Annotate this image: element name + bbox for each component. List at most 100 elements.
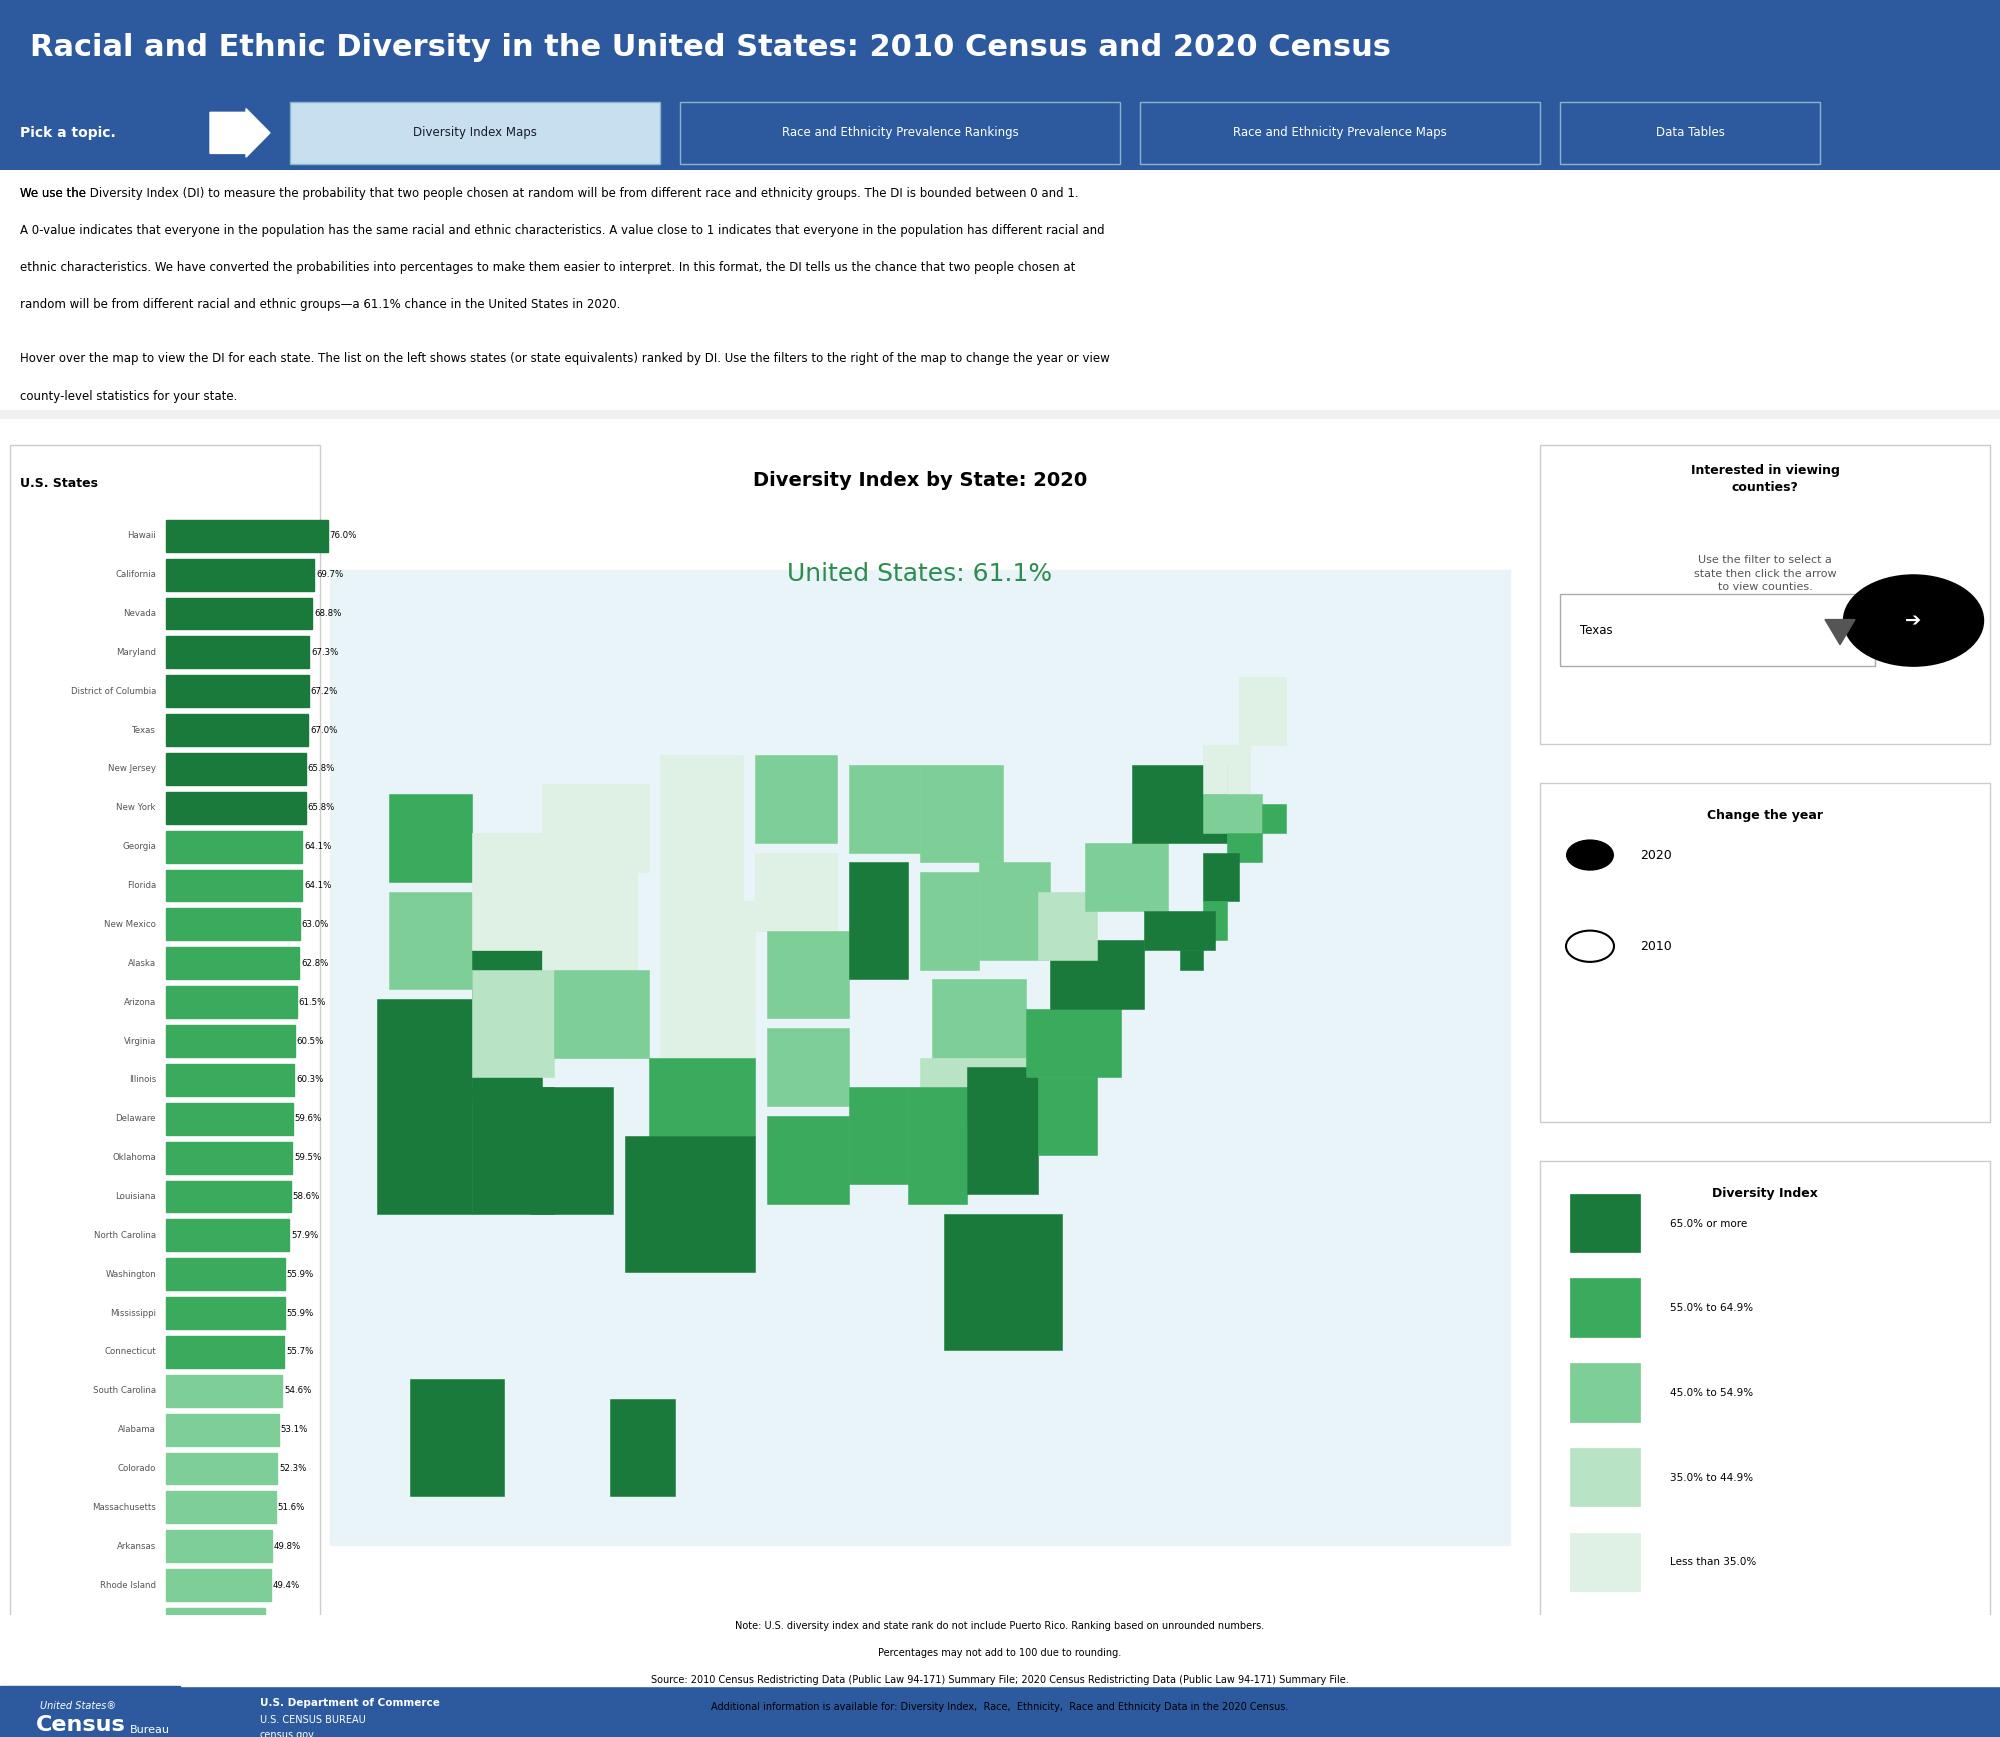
Bar: [660, 756, 744, 823]
Text: Arkansas: Arkansas: [116, 1542, 156, 1551]
Bar: [1204, 902, 1226, 940]
Bar: [1144, 912, 1214, 950]
FancyBboxPatch shape: [10, 445, 320, 1695]
Text: 54.6%: 54.6%: [284, 1386, 312, 1395]
Text: county-level statistics for your state.: county-level statistics for your state.: [20, 389, 238, 403]
Text: Diversity Index by State: 2020: Diversity Index by State: 2020: [752, 471, 1088, 490]
Bar: [1086, 842, 1168, 912]
Bar: [648, 1058, 754, 1136]
Bar: [766, 931, 850, 1018]
Text: Census: Census: [36, 1714, 126, 1735]
Text: 65.0% or more: 65.0% or more: [1670, 1219, 1748, 1228]
Text: 45.0% to 54.9%: 45.0% to 54.9%: [1670, 1388, 1754, 1398]
Bar: [1038, 891, 1096, 961]
Text: 46.6%: 46.6%: [268, 1619, 294, 1629]
Text: 61.5%: 61.5%: [298, 997, 326, 1007]
Text: 68.8%: 68.8%: [314, 610, 342, 618]
Bar: [542, 872, 636, 969]
Bar: [0, 1687, 2000, 1737]
Text: District of Columbia: District of Columbia: [70, 686, 156, 697]
Bar: [166, 754, 306, 785]
Bar: [1570, 1193, 1640, 1252]
Bar: [166, 1181, 290, 1212]
Text: census.gov: census.gov: [260, 1730, 314, 1737]
Bar: [1204, 853, 1238, 902]
Text: 35.0% to 44.9%: 35.0% to 44.9%: [1670, 1473, 1754, 1483]
Bar: [908, 1087, 968, 1204]
Bar: [166, 908, 300, 940]
Bar: [166, 714, 308, 745]
Bar: [166, 947, 300, 980]
Text: Less than 35.0%: Less than 35.0%: [1670, 1558, 1756, 1567]
Text: 55.0% to 64.9%: 55.0% to 64.9%: [1670, 1303, 1754, 1313]
Bar: [610, 1398, 674, 1497]
Bar: [166, 676, 308, 707]
Bar: [920, 764, 1002, 862]
Text: Pick a topic.: Pick a topic.: [20, 125, 116, 141]
Bar: [166, 1608, 266, 1640]
Text: We use the Diversity Index (DI) to measure the probability that two people chose: We use the Diversity Index (DI) to measu…: [20, 188, 1078, 200]
Text: 49.8%: 49.8%: [274, 1542, 302, 1551]
Bar: [166, 1376, 282, 1407]
Text: Data Tables: Data Tables: [1656, 127, 1724, 139]
Text: Race and Ethnicity Prevalence Rankings: Race and Ethnicity Prevalence Rankings: [782, 127, 1018, 139]
Text: Diversity Index Maps: Diversity Index Maps: [414, 127, 536, 139]
Text: 60.5%: 60.5%: [296, 1037, 324, 1046]
Bar: [388, 794, 472, 882]
Bar: [166, 1103, 292, 1134]
Text: 76.0%: 76.0%: [330, 532, 356, 540]
Bar: [388, 891, 472, 988]
Bar: [660, 980, 754, 1058]
Text: Oregon: Oregon: [124, 1659, 156, 1668]
Bar: [850, 862, 908, 980]
Bar: [166, 792, 306, 823]
Bar: [166, 598, 312, 629]
Bar: [932, 980, 1026, 1058]
FancyBboxPatch shape: [1540, 445, 1990, 745]
Bar: [0, 1687, 180, 1737]
Bar: [1038, 1077, 1096, 1155]
Bar: [1026, 1009, 1120, 1077]
FancyBboxPatch shape: [680, 101, 1120, 165]
Text: Virginia: Virginia: [124, 1037, 156, 1046]
Bar: [472, 950, 542, 1096]
Bar: [542, 785, 648, 872]
Text: Diversity Index: Diversity Index: [1712, 1188, 1818, 1200]
Bar: [1132, 764, 1226, 842]
Bar: [166, 1298, 284, 1329]
Text: 59.6%: 59.6%: [294, 1113, 322, 1124]
Text: 60.3%: 60.3%: [296, 1075, 324, 1084]
Text: Washington: Washington: [106, 1270, 156, 1278]
Text: Texas: Texas: [132, 726, 156, 735]
Text: 67.2%: 67.2%: [310, 686, 338, 697]
Text: Change the year: Change the year: [1708, 809, 1824, 822]
Text: United States: 61.1%: United States: 61.1%: [788, 563, 1052, 585]
Bar: [1204, 794, 1262, 834]
Text: 51.6%: 51.6%: [278, 1503, 306, 1511]
FancyArrow shape: [210, 109, 270, 156]
Text: 65.8%: 65.8%: [308, 764, 336, 773]
Bar: [660, 823, 744, 902]
Bar: [530, 1087, 614, 1214]
Polygon shape: [1824, 620, 1856, 644]
Text: Texas: Texas: [1580, 624, 1612, 637]
Circle shape: [1844, 575, 1984, 667]
Text: 2020: 2020: [1640, 849, 1672, 862]
Bar: [166, 559, 314, 591]
Text: 53.1%: 53.1%: [280, 1424, 308, 1435]
Text: Interested in viewing
counties?: Interested in viewing counties?: [1690, 464, 1840, 495]
Text: Florida: Florida: [126, 881, 156, 889]
Text: Percentages may not add to 100 due to rounding.: Percentages may not add to 100 due to ro…: [878, 1648, 1122, 1659]
Bar: [0, 1615, 2000, 1687]
Bar: [1570, 1449, 1640, 1506]
Text: New Mexico: New Mexico: [104, 921, 156, 929]
Text: Tennessee: Tennessee: [110, 1619, 156, 1629]
Text: Delaware: Delaware: [116, 1113, 156, 1124]
FancyBboxPatch shape: [1560, 101, 1820, 165]
Text: U.S. Department of Commerce: U.S. Department of Commerce: [260, 1699, 440, 1707]
Bar: [968, 1067, 1038, 1193]
Bar: [980, 862, 1050, 961]
Bar: [166, 519, 328, 552]
Text: 59.5%: 59.5%: [294, 1153, 322, 1162]
Bar: [472, 1087, 554, 1214]
